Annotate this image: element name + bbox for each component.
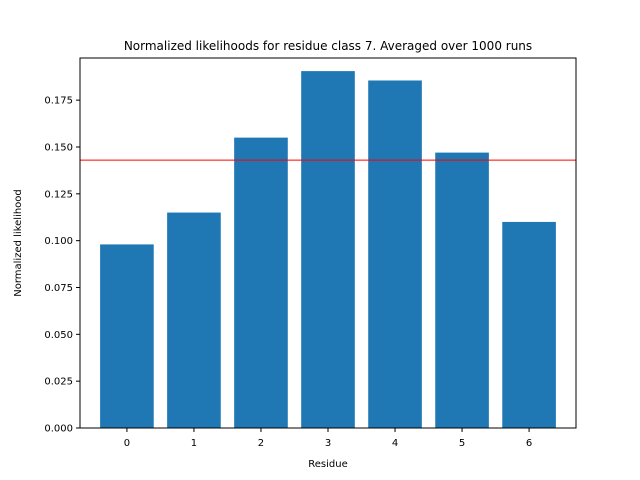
y-tick-label: 0.075 (44, 283, 73, 294)
chart-title: Normalized likelihoods for residue class… (124, 39, 532, 53)
bar-0 (100, 244, 154, 428)
x-tick-label: 5 (459, 438, 465, 449)
bar-1 (167, 212, 221, 428)
x-axis-label: Residue (308, 459, 347, 470)
bar-2 (234, 137, 288, 429)
bar-4 (368, 80, 422, 428)
bar-5 (435, 152, 489, 428)
x-tick-label: 6 (526, 438, 532, 449)
y-tick-label: 0.100 (44, 236, 73, 247)
y-tick-label: 0.125 (44, 189, 73, 200)
y-tick-label: 0.175 (44, 96, 73, 107)
y-tick-label: 0.150 (44, 142, 73, 153)
y-tick-label: 0.000 (44, 424, 73, 435)
x-axis-ticks: 0 1 2 3 4 5 6 (124, 428, 532, 449)
bars-group (100, 71, 556, 429)
bar-6 (502, 221, 556, 428)
x-tick-label: 4 (392, 438, 398, 449)
x-tick-label: 1 (191, 438, 197, 449)
bar-3 (301, 71, 355, 428)
y-tick-label: 0.025 (44, 377, 73, 388)
x-tick-label: 2 (258, 438, 264, 449)
y-axis-ticks: 0.000 0.025 0.050 0.075 0.100 0.125 0.150 0.175 (44, 96, 80, 435)
x-tick-label: 0 (124, 438, 130, 449)
y-axis-label: Normalized likelihood (13, 189, 24, 297)
y-tick-label: 0.050 (44, 330, 73, 341)
x-tick-label: 3 (325, 438, 331, 449)
